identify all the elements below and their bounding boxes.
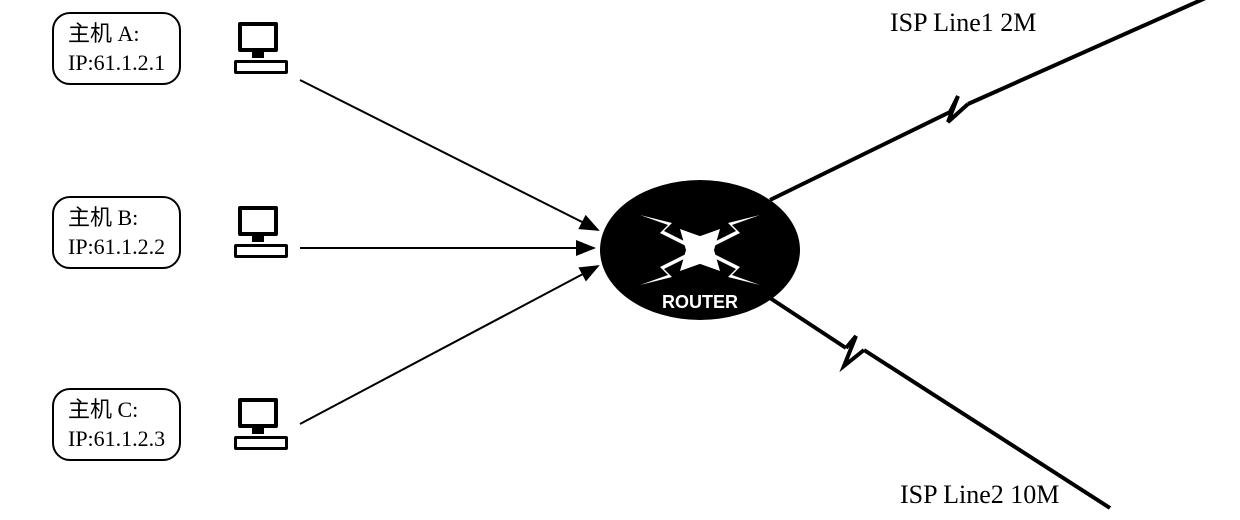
host-c-ip: IP:61.1.2.3 [68,426,165,451]
host-c-box: 主机 C: IP:61.1.2.3 [52,388,181,461]
router-icon: ROUTER [600,180,800,320]
host-b-label: 主机 B: [68,205,138,230]
host-c-label: 主机 C: [68,397,138,422]
computer-icon [232,18,292,78]
isp-line2 [770,298,1110,508]
arrow-c [300,266,598,424]
router-label: ROUTER [662,292,738,312]
isp-line1-label: ISP Line1 2M [890,8,1036,38]
diagram-overlay: ROUTER [0,0,1240,520]
host-a-label: 主机 A: [68,21,140,46]
host-b-ip: IP:61.1.2.2 [68,234,165,259]
arrow-a [300,80,598,230]
computer-icon [232,394,292,454]
host-a-ip: IP:61.1.2.1 [68,50,165,75]
host-b-box: 主机 B: IP:61.1.2.2 [52,196,181,269]
computer-icon [232,202,292,262]
isp-line2-label: ISP Line2 10M [900,480,1059,510]
host-a-box: 主机 A: IP:61.1.2.1 [52,12,181,85]
